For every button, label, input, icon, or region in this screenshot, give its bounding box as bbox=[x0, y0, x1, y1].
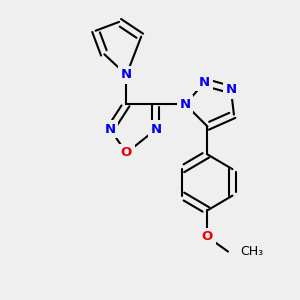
Text: N: N bbox=[225, 83, 236, 96]
Text: N: N bbox=[199, 76, 210, 89]
Text: O: O bbox=[121, 146, 132, 159]
Text: N: N bbox=[105, 123, 116, 136]
Text: O: O bbox=[202, 230, 213, 243]
Text: N: N bbox=[180, 98, 191, 111]
Text: N: N bbox=[150, 123, 161, 136]
Text: CH₃: CH₃ bbox=[240, 245, 263, 258]
Text: N: N bbox=[121, 68, 132, 81]
